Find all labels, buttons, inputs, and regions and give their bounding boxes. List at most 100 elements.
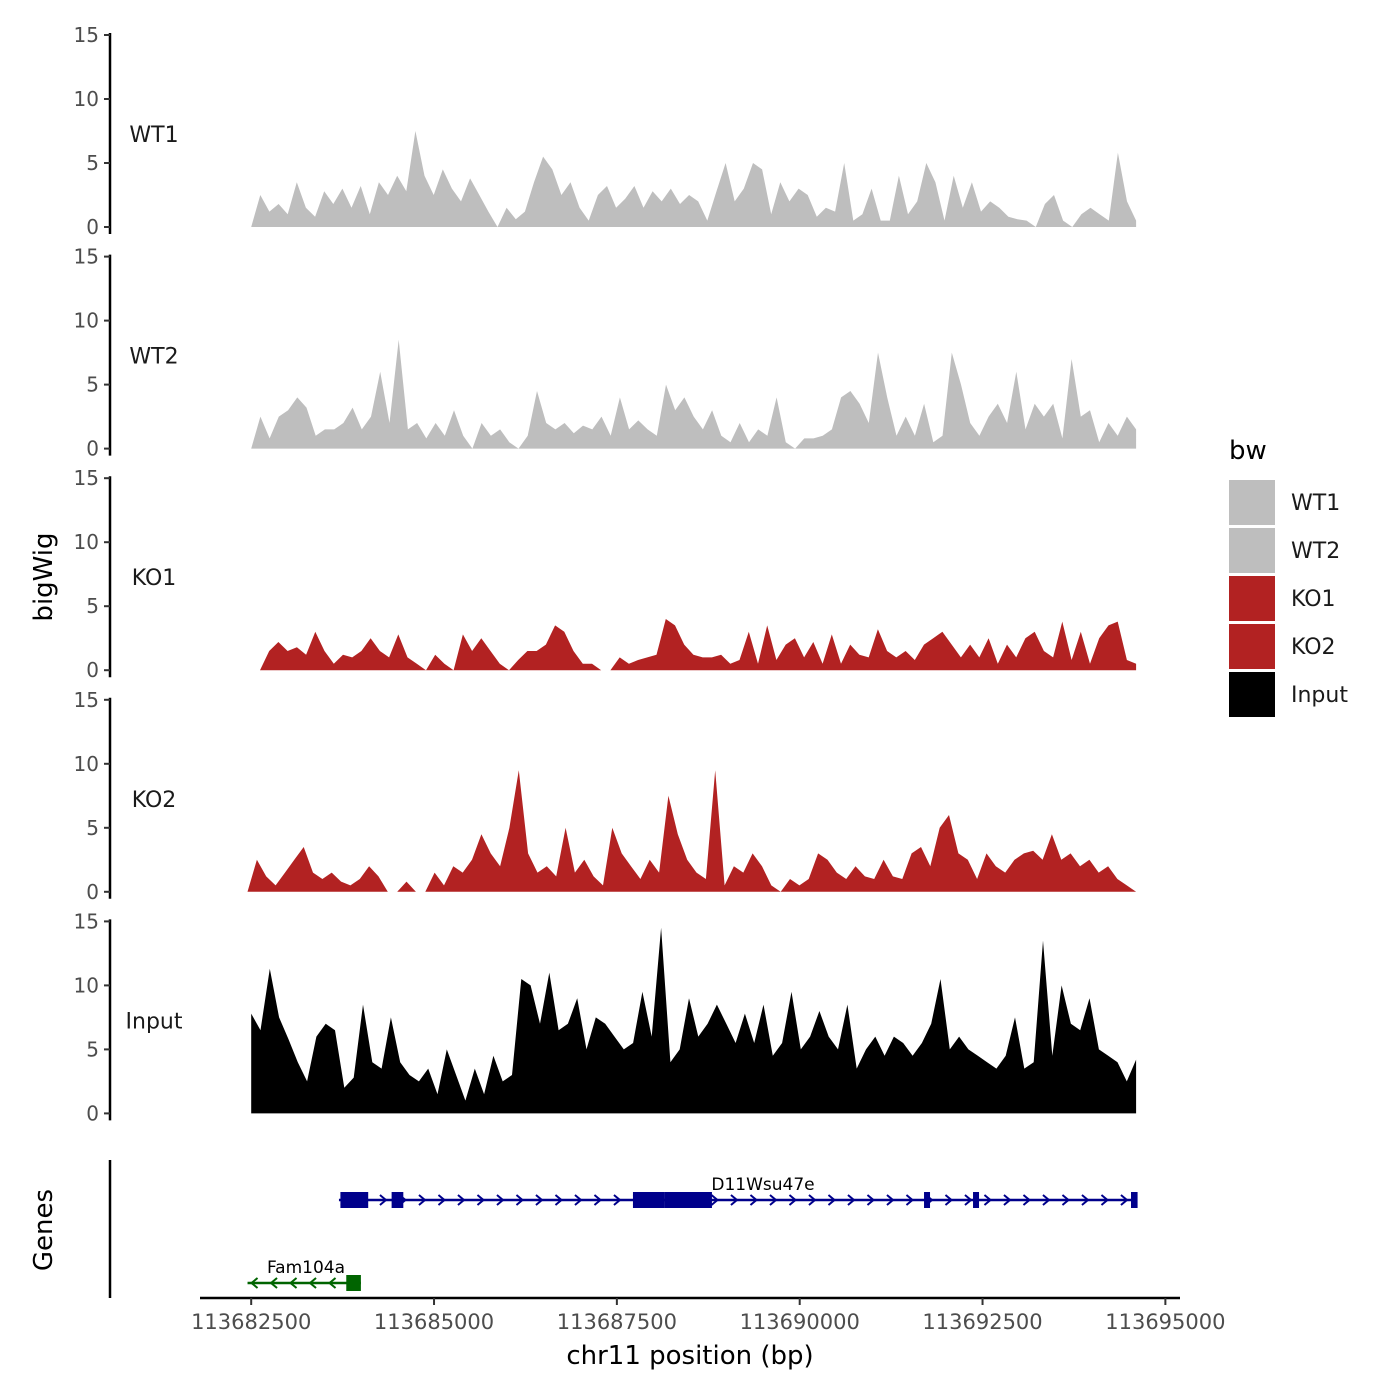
strand-arrow (515, 1194, 525, 1206)
y-tick-label: 15 (74, 688, 99, 712)
y-tick-label: 0 (86, 1101, 99, 1125)
signal-area-ko1 (260, 619, 1137, 671)
exon-block (632, 1192, 665, 1208)
x-tick-label: 113687500 (557, 1310, 677, 1334)
strand-arrow (730, 1194, 739, 1206)
y-axis-label: bigWig (29, 532, 59, 621)
y-tick-label: 10 (74, 309, 99, 333)
strand-arrow (308, 1277, 317, 1289)
y-tick-label: 10 (74, 87, 99, 111)
strand-arrow (1120, 1194, 1129, 1206)
y-tick-label: 5 (86, 1037, 99, 1061)
strand-arrow (788, 1194, 798, 1206)
x-tick-label: 113692500 (922, 1310, 1042, 1334)
track-label: KO2 (132, 788, 177, 813)
y-tick-label: 5 (86, 151, 99, 175)
legend-swatch-input (1229, 672, 1275, 717)
track-wt1: 0 5 10 15 WT1 (74, 23, 1137, 239)
strand-arrow (866, 1194, 876, 1206)
y-tick-label: 0 (86, 215, 99, 239)
y-tick-label: 15 (74, 909, 99, 933)
legend-label: KO2 (1291, 635, 1336, 660)
y-tick-label: 15 (74, 23, 99, 47)
strand-arrow (457, 1194, 466, 1206)
strand-arrow (496, 1194, 505, 1206)
gene-label: Fam104a (267, 1258, 345, 1278)
legend: WT1 WT2 KO1 KO2 Input (1229, 480, 1348, 717)
strand-arrow (710, 1194, 720, 1206)
strand-arrow (905, 1194, 915, 1206)
legend-swatch-wt1 (1229, 480, 1275, 525)
strand-arrow (613, 1194, 622, 1206)
strand-arrow (288, 1277, 298, 1289)
y-tick-label: 0 (86, 437, 99, 461)
strand-arrow (554, 1194, 564, 1206)
strand-arrow (964, 1194, 973, 1206)
strand-arrow (593, 1194, 603, 1206)
x-axis-label: chr11 position (bp) (566, 1341, 813, 1371)
strand-arrow (808, 1194, 817, 1206)
gene-d11wsu47e: D11Wsu47e (338, 1175, 1138, 1208)
strand-arrow (886, 1194, 895, 1206)
legend-label: WT2 (1291, 539, 1340, 564)
strand-arrow (476, 1194, 486, 1206)
y-tick-label: 15 (74, 245, 99, 269)
strand-arrow (749, 1194, 759, 1206)
y-tick-label: 0 (86, 658, 99, 682)
legend-title: bw (1229, 436, 1267, 466)
gene-track: D11Wsu47e Fam104a (108, 1160, 1138, 1298)
y-tick-label: 5 (86, 373, 99, 397)
genes-track-label: Genes (29, 1189, 59, 1271)
y-tick-label: 0 (86, 880, 99, 904)
signal-area-input (251, 927, 1137, 1114)
strand-arrow (1061, 1194, 1071, 1206)
strand-arrow (418, 1194, 427, 1206)
exon-block (391, 1192, 404, 1208)
x-tick-label: 113682500 (191, 1310, 311, 1334)
strand-arrow (847, 1194, 856, 1206)
x-axis: 113682500 113685000 113687500 113690000 1136… (191, 1296, 1225, 1334)
exon-block (664, 1192, 712, 1208)
gene-label: D11Wsu47e (711, 1175, 814, 1195)
track-label: WT1 (129, 123, 178, 148)
x-tick-label: 113685000 (374, 1310, 494, 1334)
strand-arrow (1003, 1194, 1012, 1206)
legend-label: Input (1291, 683, 1348, 708)
exon-block (1131, 1192, 1138, 1208)
strand-arrow (249, 1277, 259, 1289)
y-tick-label: 15 (74, 466, 99, 490)
legend-swatch-ko2 (1229, 624, 1275, 669)
gene-fam104a: Fam104a (247, 1258, 361, 1291)
y-tick-label: 10 (74, 530, 99, 554)
legend-swatch-ko1 (1229, 576, 1275, 621)
track-wt2: 0 5 10 15 WT2 (74, 245, 1137, 461)
strand-arrow (269, 1277, 278, 1289)
signal-area-wt1 (251, 131, 1137, 227)
strand-arrow (944, 1194, 954, 1206)
track-label: Input (126, 1009, 183, 1034)
signal-tracks: 0 5 10 15 WT1 0 5 10 15 WT2 0 5 10 15 KO1 0 5 10 15 KO2 0 5 10… (74, 23, 1137, 1125)
track-ko2: 0 5 10 15 KO2 (74, 688, 1137, 904)
strand-arrow (574, 1194, 583, 1206)
exon-block (973, 1192, 980, 1208)
strand-arrow (535, 1194, 544, 1206)
legend-label: WT1 (1291, 491, 1340, 516)
legend-swatch-wt2 (1229, 528, 1275, 573)
y-tick-label: 10 (74, 973, 99, 997)
strand-arrow (827, 1194, 837, 1206)
legend-label: KO1 (1291, 587, 1336, 612)
strand-arrow (437, 1194, 447, 1206)
x-tick-label: 113690000 (740, 1310, 860, 1334)
strand-arrow (1042, 1194, 1051, 1206)
strand-arrow (1081, 1194, 1090, 1206)
strand-arrow (327, 1277, 337, 1289)
track-input: 0 5 10 15 Input (74, 909, 1137, 1125)
exon-block (346, 1275, 361, 1291)
track-ko1: 0 5 10 15 KO1 (74, 466, 1137, 682)
strand-arrow (1022, 1194, 1032, 1206)
signal-area-ko2 (247, 770, 1137, 892)
y-tick-label: 5 (86, 816, 99, 840)
signal-area-wt2 (251, 339, 1137, 449)
x-tick-label: 113695000 (1105, 1310, 1225, 1334)
